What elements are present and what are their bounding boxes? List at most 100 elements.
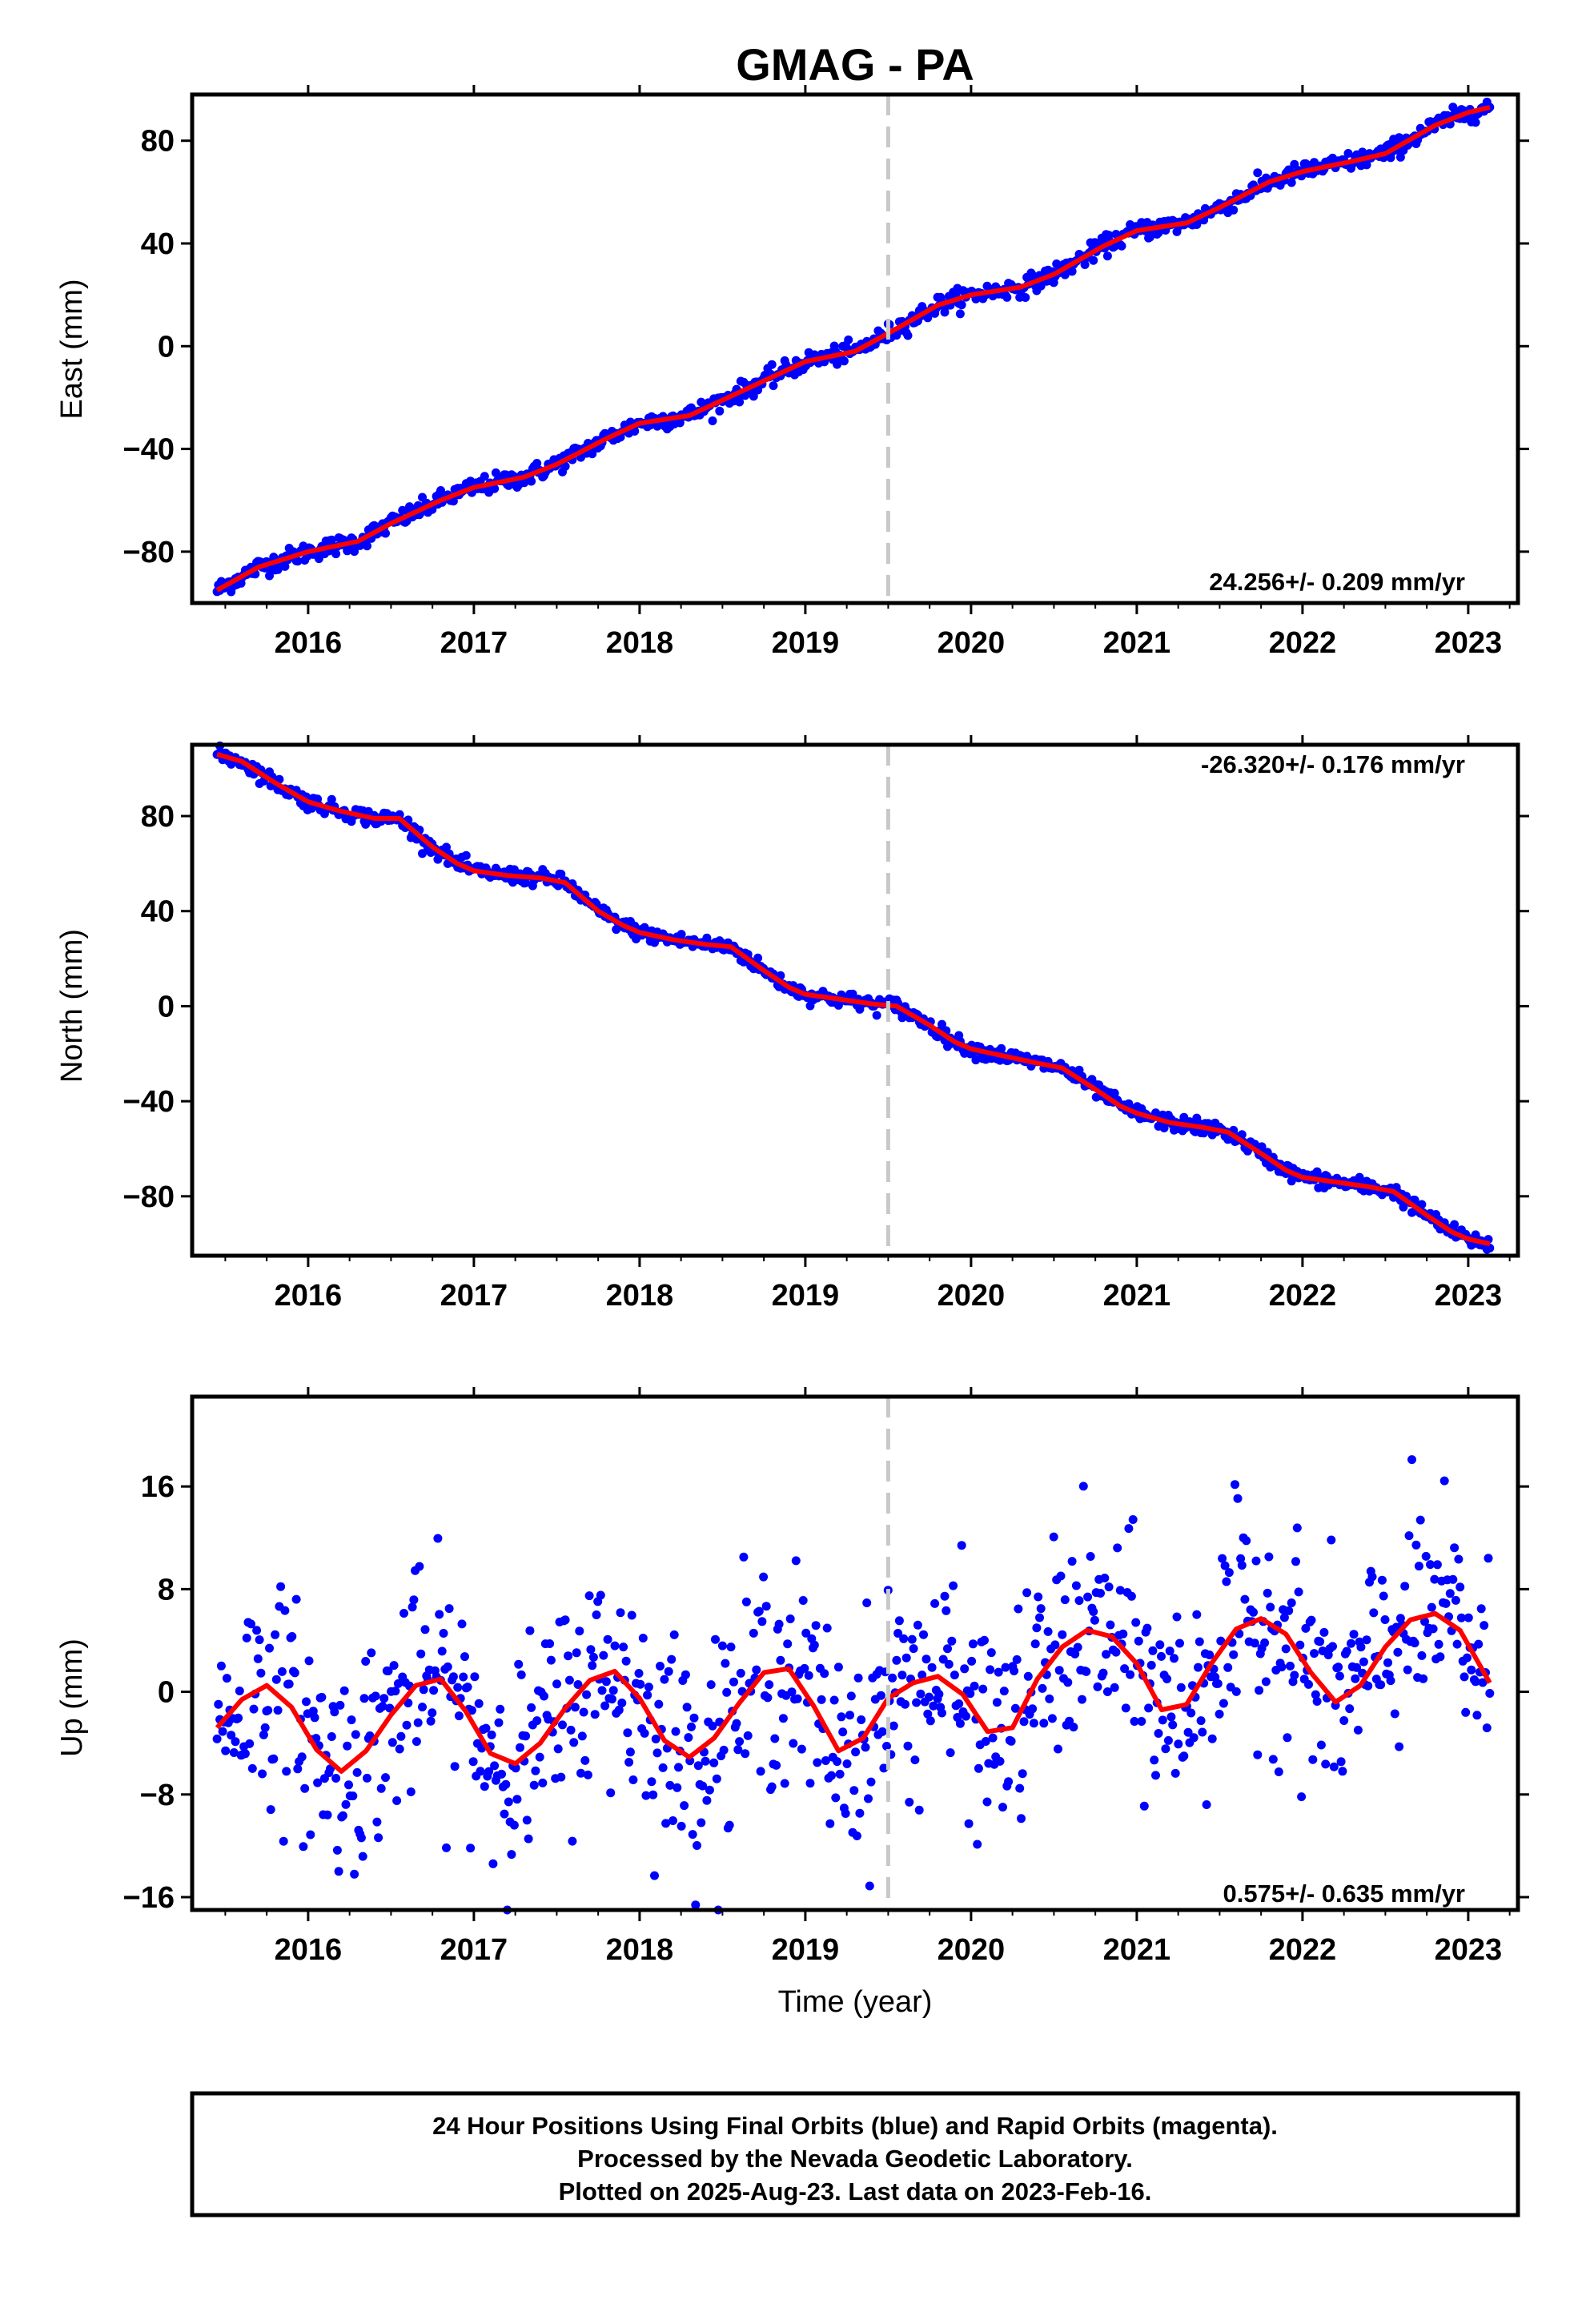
up-data-point <box>1380 1615 1390 1624</box>
footer-line-2: Processed by the Nevada Geodetic Laborat… <box>577 2145 1133 2173</box>
up-data-point <box>905 1797 914 1807</box>
up-data-point <box>1014 1604 1023 1614</box>
up-data-point <box>1415 1515 1425 1525</box>
up-data-point <box>408 1602 417 1612</box>
up-data-point <box>1377 1575 1387 1585</box>
up-data-point <box>279 1836 288 1846</box>
up-data-point <box>913 1620 922 1630</box>
up-data-point <box>420 1625 430 1634</box>
up-data-point <box>1336 1757 1346 1767</box>
up-data-point <box>1472 1711 1482 1720</box>
up-data-point <box>1460 1672 1469 1682</box>
east-data-point <box>588 449 597 459</box>
up-data-point <box>903 1741 913 1751</box>
up-data-point <box>625 1747 635 1757</box>
up-data-point <box>616 1608 625 1618</box>
up-data-point <box>865 1881 874 1891</box>
up-data-point <box>1192 1610 1202 1619</box>
east-panel: −80 −40 0 40 80 2016 2017 2018 2019 2020 2021 2022 2… <box>55 85 1529 660</box>
up-data-point <box>1461 1707 1471 1717</box>
up-data-point <box>813 1758 822 1767</box>
up-data-point <box>643 1691 652 1700</box>
north-data-point <box>442 842 451 852</box>
up-data-point <box>845 1711 854 1720</box>
up-data-point <box>1194 1663 1203 1672</box>
up-data-point <box>944 1659 954 1669</box>
up-data-point <box>1069 1723 1078 1732</box>
up-data-point <box>603 1634 612 1644</box>
up-data-point <box>852 1831 861 1840</box>
up-data-point <box>776 1655 785 1665</box>
up-data-point <box>701 1756 710 1766</box>
up-data-point <box>644 1683 653 1692</box>
up-data-point <box>901 1699 909 1709</box>
east-axis-label: East (mm) <box>55 279 89 419</box>
east-data-point <box>1229 205 1239 215</box>
up-data-point <box>1054 1666 1064 1675</box>
up-data-point <box>351 1730 360 1739</box>
up-data-point <box>1448 1574 1458 1584</box>
up-data-point <box>444 1604 454 1614</box>
up-data-point <box>719 1745 729 1755</box>
up-data-point <box>1050 1640 1060 1650</box>
east-data-point <box>1287 178 1296 187</box>
up-data-point <box>1155 1640 1165 1650</box>
up-data-point <box>1286 1661 1295 1671</box>
up-data-point <box>379 1694 389 1703</box>
up-data-point <box>400 1609 408 1618</box>
up-data-point <box>350 1869 359 1879</box>
up-data-point <box>741 1597 751 1606</box>
up-data-point <box>343 1741 352 1751</box>
up-data-point <box>754 1606 764 1616</box>
up-data-point <box>1404 1531 1414 1541</box>
up-data-point <box>702 1795 712 1805</box>
up-data-point <box>1098 1668 1108 1678</box>
up-data-point <box>415 1562 424 1571</box>
up-data-point <box>1126 1670 1135 1679</box>
up-data-point <box>943 1644 952 1654</box>
up-data-point <box>1367 1572 1377 1582</box>
up-data-point <box>1250 1638 1259 1648</box>
up-data-point <box>697 1818 706 1827</box>
east-data-point <box>363 541 371 551</box>
up-data-point <box>1277 1663 1287 1672</box>
up-data-point <box>1176 1683 1186 1692</box>
up-x-tick-label: 2021 <box>1103 1933 1171 1967</box>
up-data-point <box>608 1686 618 1695</box>
up-data-point <box>1327 1535 1336 1545</box>
up-data-point <box>428 1708 437 1718</box>
up-data-point <box>569 1738 579 1747</box>
up-rate-label: 0.575+/- 0.635 mm/yr <box>1223 1880 1465 1908</box>
up-data-point <box>293 1764 303 1774</box>
up-data-point <box>376 1783 386 1793</box>
up-data-point <box>1266 1602 1275 1612</box>
east-data-point <box>480 472 489 481</box>
up-data-point <box>709 1758 719 1767</box>
up-data-point <box>339 1686 349 1695</box>
up-data-point <box>310 1713 319 1723</box>
north-x-tick-label: 2020 <box>938 1279 1006 1313</box>
east-data-point <box>1395 152 1405 162</box>
up-data-point <box>480 1782 489 1791</box>
up-data-point <box>1158 1715 1167 1725</box>
up-data-point <box>682 1703 692 1712</box>
up-data-point <box>1163 1735 1173 1745</box>
up-data-point <box>660 1675 669 1684</box>
up-data-point <box>789 1739 798 1748</box>
up-data-point <box>221 1746 231 1755</box>
up-data-point <box>487 1730 496 1739</box>
up-data-point <box>1202 1800 1211 1809</box>
up-data-point <box>277 1667 287 1676</box>
up-data-point <box>636 1679 645 1689</box>
east-x-tick-label: 2016 <box>275 626 343 660</box>
up-data-point <box>757 1617 767 1626</box>
up-data-point <box>361 1657 371 1666</box>
up-data-point <box>1476 1604 1486 1614</box>
up-data-point <box>450 1762 460 1771</box>
up-data-point <box>925 1692 934 1702</box>
up-data-point <box>1071 1581 1081 1590</box>
up-x-tick-label: 2019 <box>772 1933 840 1967</box>
up-data-point <box>833 1757 842 1767</box>
east-y-tick-label: 40 <box>141 227 175 261</box>
